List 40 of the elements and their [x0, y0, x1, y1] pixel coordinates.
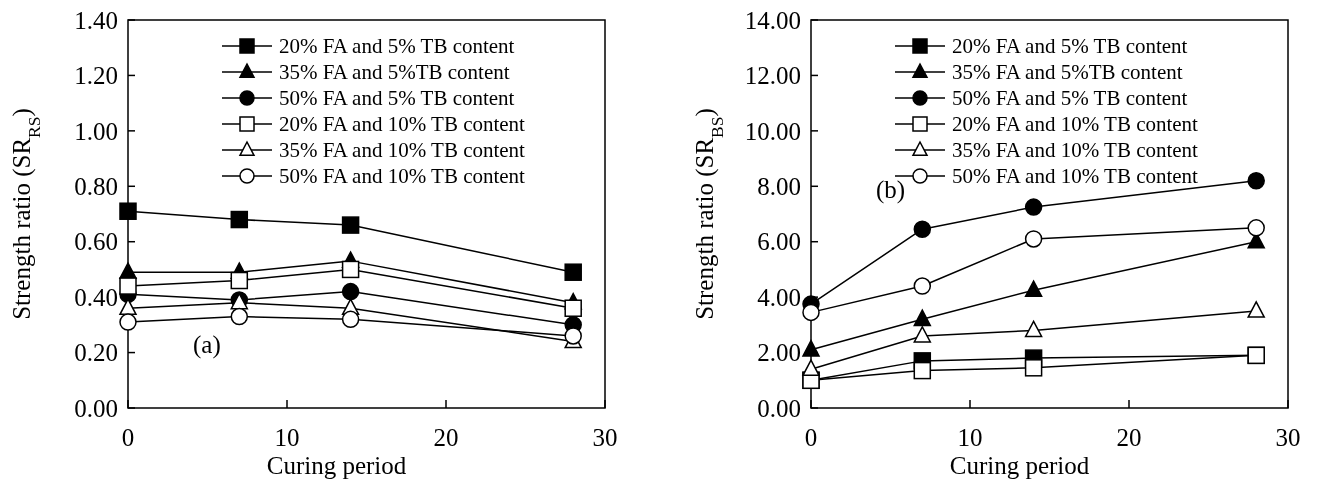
x-tick-label: 0	[121, 424, 135, 451]
x-axis-title: Curing period	[266, 452, 407, 479]
y-tick-label: 0.00	[74, 394, 118, 422]
legend-label: 35% FA and 5%TB content	[952, 60, 1183, 85]
y-tick-label: 4.00	[757, 283, 801, 311]
annotation: (a)	[193, 331, 221, 359]
legend-label: 20% FA and 5% TB content	[279, 34, 515, 59]
x-tick-label: 10	[957, 424, 983, 451]
legend-label: 35% FA and 5%TB content	[279, 60, 510, 85]
legend-label: 20% FA and 5% TB content	[952, 34, 1188, 59]
y-tick-label: 1.00	[74, 117, 118, 145]
legend-label: 50% FA and 5% TB content	[279, 86, 515, 111]
legend-label: 20% FA and 10% TB content	[952, 112, 1199, 137]
x-tick-label: 20	[1116, 424, 1142, 451]
legend-label: 20% FA and 10% TB content	[279, 112, 526, 137]
legend-label: 35% FA and 10% TB content	[279, 138, 526, 163]
y-tick-label: 2.00	[757, 339, 801, 367]
legend-label: 50% FA and 10% TB content	[279, 164, 526, 189]
y-tick-label: 1.20	[74, 62, 118, 90]
x-tick-label: 20	[433, 424, 459, 451]
y-tick-label: 6.00	[757, 228, 801, 256]
legend-label: 35% FA and 10% TB content	[952, 138, 1199, 163]
annotation: (b)	[876, 176, 906, 204]
y-tick-label: 8.00	[757, 173, 801, 201]
y-tick-label: 0.60	[74, 228, 118, 256]
y-tick-label: 0.80	[74, 173, 118, 201]
x-tick-label: 0	[804, 424, 818, 451]
y-tick-label: 10.00	[744, 117, 801, 145]
x-tick-label: 30	[1275, 424, 1301, 451]
x-tick-label: 10	[274, 424, 300, 451]
y-tick-label: 14.00	[744, 6, 801, 34]
y-tick-label: 1.40	[74, 6, 118, 34]
x-tick-label: 30	[592, 424, 618, 451]
y-tick-label: 0.40	[74, 283, 118, 311]
x-axis-title: Curing period	[949, 452, 1090, 479]
y-tick-label: 0.00	[757, 394, 801, 422]
legend-label: 50% FA and 10% TB content	[952, 164, 1199, 189]
legend-label: 50% FA and 5% TB content	[952, 86, 1188, 111]
y-tick-label: 12.00	[744, 62, 801, 90]
y-tick-label: 0.20	[74, 339, 118, 367]
